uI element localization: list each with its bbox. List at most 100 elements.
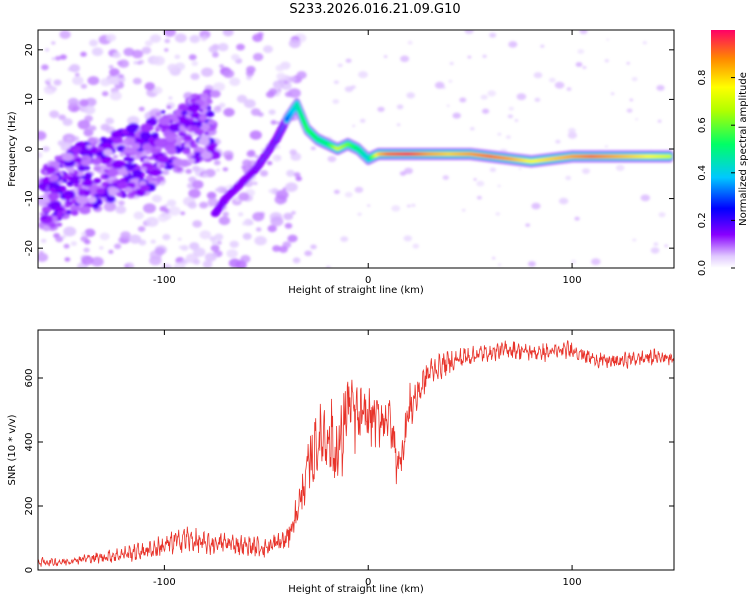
spectrum-scatter-blob: [70, 199, 77, 204]
spectrum-speckle: [508, 106, 514, 111]
spectrum-scatter-blob: [158, 116, 171, 126]
spectrum-scatter-blob: [54, 155, 62, 161]
spectrum-speckle: [41, 64, 49, 71]
spectrum-scatter-blob: [166, 105, 172, 109]
spectrum-speckle: [90, 256, 104, 267]
spectrum-speckle: [213, 160, 221, 166]
spectrum-scatter-blob: [140, 123, 153, 133]
spectrum-scatter-blob: [162, 169, 170, 175]
spectrum-scatter-blob: [81, 178, 94, 187]
spectrum-scatter-blob: [179, 130, 185, 135]
spectrum-speckle: [407, 40, 413, 45]
spectrum-speckle: [531, 202, 541, 210]
spectrum-speckle: [278, 245, 288, 253]
spectrum-speckle: [254, 236, 267, 246]
spectrum-speckle: [459, 97, 467, 103]
spectrum-speckle: [70, 241, 77, 247]
spectrum-speckle: [77, 119, 91, 130]
spectrum-scatter-blob: [119, 152, 125, 157]
spectrum-speckle: [555, 139, 561, 144]
spectrum-speckle: [118, 200, 125, 206]
spectrum-speckle: [210, 244, 220, 252]
snr-y-tick-label: 200: [24, 496, 35, 515]
spectrum-speckle: [193, 247, 206, 257]
spectrum-speckle: [283, 80, 289, 84]
spectrum-speckle: [327, 155, 337, 163]
spectrum-speckle: [276, 121, 281, 125]
spectrum-speckle: [326, 265, 331, 268]
spectrum-scatter-blob: [87, 196, 97, 204]
colorbar-tick-label: 0.4: [697, 165, 708, 181]
spectrum-marks: [38, 30, 674, 268]
spectrum-speckle: [114, 81, 120, 85]
spectrum-scatter-blob: [103, 148, 113, 156]
spectrum-speckle: [124, 263, 130, 268]
spectrum-speckle: [109, 91, 122, 101]
spectrum-speckle: [333, 189, 340, 194]
spectrum-speckle: [582, 168, 590, 175]
colorbar-label: Normalized spectral amplitude: [738, 72, 749, 226]
spectrum-scatter-blob: [179, 125, 185, 130]
spectrum-y-axis-label: Frequency (Hz): [7, 111, 18, 187]
spectrum-scatter-blob: [187, 157, 196, 164]
spectrum-speckle: [42, 146, 50, 152]
spectrum-speckle: [497, 132, 502, 136]
spectrum-scatter-blob: [70, 204, 80, 212]
spectrum-scatter-blob: [193, 127, 204, 136]
spectrum-speckle: [163, 213, 172, 220]
spectrum-speckle: [84, 239, 91, 245]
spectrum-speckle: [81, 231, 87, 236]
spectrum-scatter-blob: [181, 110, 188, 116]
spectrum-scatter-blob: [182, 148, 191, 155]
spectrum-scatter-blob: [81, 152, 86, 156]
spectrum-scatter-blob: [160, 110, 166, 114]
spectrum-speckle: [270, 120, 277, 125]
spectrum-speckle: [216, 240, 222, 245]
spectrum-scatter-blob: [174, 109, 185, 117]
spectrum-y-tick-label: -10: [24, 190, 35, 206]
spectrum-scatter-blob: [84, 190, 91, 195]
spectrum-speckle: [470, 127, 475, 131]
spectrum-scatter-blob: [194, 152, 201, 157]
spectrum-speckle: [201, 67, 214, 77]
spectrum-scatter-blob: [156, 175, 165, 182]
spectrum-speckle: [202, 260, 213, 268]
spectrum-speckle: [159, 181, 165, 186]
spectrum-scatter-blob: [140, 166, 147, 172]
spectrum-scatter-blob: [45, 166, 56, 174]
spectrum-speckle: [570, 259, 577, 264]
spectrum-speckle: [513, 42, 517, 45]
spectrum-scatter-blob: [55, 205, 65, 212]
spectrum-speckle: [132, 77, 142, 85]
spectrum-speckle: [270, 216, 284, 227]
spectrum-speckle: [632, 238, 637, 242]
spectrum-x-tick-label: 100: [563, 275, 582, 286]
spectrum-speckle: [332, 99, 340, 104]
spectrum-speckle: [89, 125, 97, 131]
spectrum-scatter-blob: [86, 176, 92, 180]
spectrum-speckle: [286, 169, 295, 177]
snr-x-tick-label: 100: [563, 577, 582, 588]
spectrum-speckle: [190, 73, 200, 80]
spectrum-scatter-blob: [112, 130, 118, 134]
spectrum-speckle: [566, 87, 572, 91]
spectrum-scatter-blob: [140, 184, 150, 192]
spectrum-speckle: [482, 108, 490, 114]
spectrum-speckle: [464, 30, 474, 34]
spectrum-speckle: [582, 66, 587, 69]
spectrum-speckle: [635, 118, 639, 121]
spectrum-speckle: [574, 216, 580, 221]
spectrum-speckle: [188, 54, 197, 61]
spectrum-speckle: [533, 72, 543, 79]
spectrum-speckle: [275, 189, 289, 200]
spectrum-scatter-blob: [198, 137, 210, 146]
spectrum-speckle: [164, 48, 169, 52]
spectrum-speckle: [476, 195, 482, 200]
spectrum-speckle: [168, 96, 173, 100]
spectrum-speckle: [238, 212, 244, 217]
spectrum-speckle: [434, 81, 445, 89]
spectrum-scatter-blob: [126, 125, 134, 131]
spectrum-scatter-blob: [111, 160, 125, 170]
spectrum-speckle: [51, 41, 56, 45]
spectrum-speckle: [108, 65, 114, 69]
